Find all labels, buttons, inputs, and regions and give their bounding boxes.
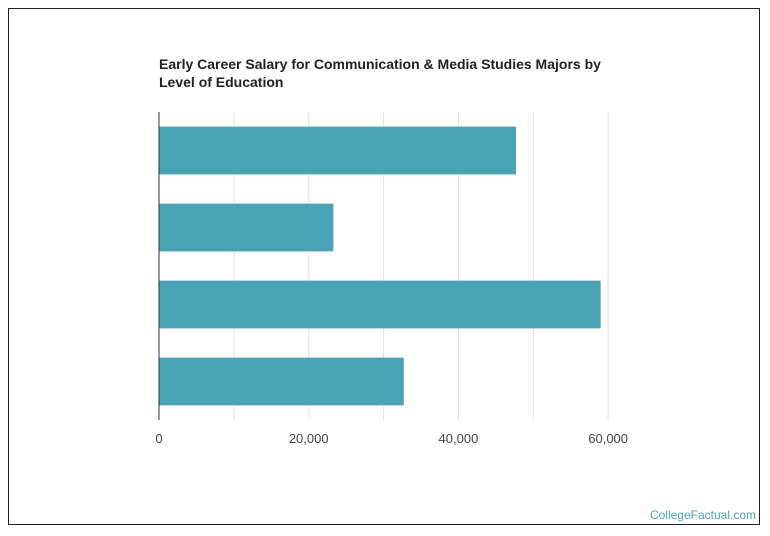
chart-title: Early Career Salary for Communication & … <box>159 56 601 90</box>
x-tick-label: 40,000 <box>439 431 479 446</box>
bar-1 <box>159 126 517 175</box>
x-axis-ticks: 0 20,000 40,000 60,000 <box>155 431 628 446</box>
x-tick-label: 20,000 <box>289 431 329 446</box>
bar-2 <box>159 203 334 252</box>
bar-3 <box>159 280 601 329</box>
x-tick-label: 0 <box>155 431 162 446</box>
bar-4 <box>159 357 404 406</box>
source-credit-link[interactable]: CollegeFactual.com <box>649 508 756 522</box>
x-tick-label: 60,000 <box>588 431 628 446</box>
bars <box>159 126 601 406</box>
